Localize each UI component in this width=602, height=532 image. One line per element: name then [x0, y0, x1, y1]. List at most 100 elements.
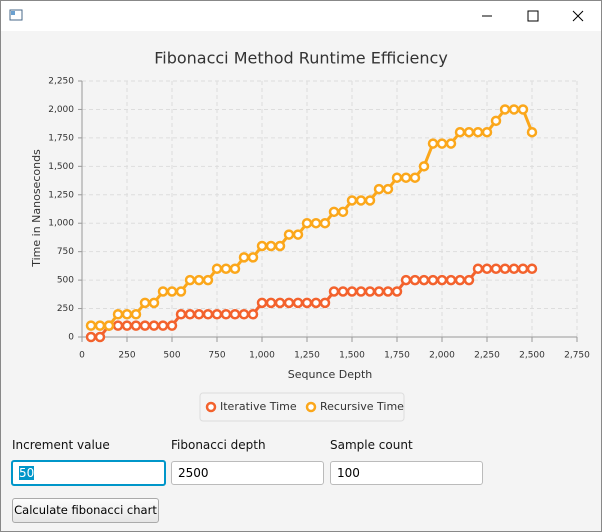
data-point [418, 161, 430, 172]
data-point [445, 274, 457, 286]
data-point [292, 297, 304, 309]
data-point [409, 274, 421, 286]
data-point [337, 206, 349, 218]
x-tick-label: 2,500 [519, 351, 545, 361]
x-tick-label: 250 [118, 351, 135, 361]
y-tick-label: 1,500 [48, 162, 74, 172]
data-point [157, 320, 169, 331]
data-point [409, 172, 421, 183]
data-point [508, 263, 520, 274]
data-point [382, 183, 394, 195]
data-point [436, 274, 448, 286]
data-point [310, 217, 322, 229]
data-point [292, 229, 304, 240]
data-point [526, 263, 538, 274]
data-point [499, 104, 511, 115]
data-point [274, 240, 286, 252]
data-point [490, 263, 502, 274]
legend-marker [205, 401, 217, 413]
data-point [427, 274, 439, 286]
y-tick-label: 1,750 [48, 133, 74, 143]
text-field[interactable]: 100 [330, 461, 483, 485]
data-point [103, 320, 115, 331]
data-point [148, 297, 160, 309]
data-point [166, 286, 178, 297]
data-point [526, 126, 538, 138]
series-line [91, 107, 534, 328]
data-point [481, 126, 493, 138]
data-point [238, 252, 250, 263]
data-point [445, 138, 457, 149]
legend-label: Recursive Time [320, 400, 404, 413]
close-button[interactable] [572, 10, 584, 22]
calculate-button[interactable]: Calculate fibonacci chart [12, 498, 159, 523]
data-point [265, 297, 277, 309]
data-point [193, 274, 205, 286]
x-tick-label: 750 [208, 351, 225, 361]
data-point [346, 195, 358, 206]
data-point [211, 263, 223, 274]
data-point [238, 308, 250, 320]
data-point [139, 297, 151, 309]
data-point [283, 297, 295, 309]
data-point [94, 320, 106, 331]
data-point [364, 286, 376, 297]
data-point [112, 320, 124, 331]
data-point [148, 320, 160, 331]
data-point [157, 286, 169, 297]
x-tick-label: 500 [163, 351, 180, 361]
data-point [517, 263, 529, 274]
legend-marker [305, 401, 317, 413]
legend-label: Iterative Time [220, 400, 297, 413]
data-point [283, 229, 295, 240]
data-point [454, 126, 466, 138]
text-field[interactable]: 50 [11, 460, 166, 486]
y-tick-label: 2,000 [48, 105, 74, 115]
data-point [247, 252, 259, 263]
data-point [229, 308, 241, 320]
data-point [436, 138, 448, 149]
legend-box [199, 392, 405, 422]
data-point [364, 195, 376, 206]
data-point [256, 240, 268, 252]
data-point [499, 263, 511, 274]
data-point [400, 172, 412, 183]
title-bar [1, 1, 601, 31]
y-tick-label: 750 [57, 247, 74, 257]
y-tick-label: 1,000 [48, 219, 74, 229]
data-point [247, 308, 259, 320]
data-point [211, 308, 223, 320]
maximize-button[interactable] [527, 10, 539, 22]
data-point [121, 308, 133, 320]
data-point [139, 320, 151, 331]
window-controls [9, 9, 584, 22]
field-value: 100 [337, 466, 360, 480]
data-point [85, 320, 97, 331]
text-field[interactable]: 2500 [171, 461, 324, 485]
x-tick-label: 2,250 [474, 351, 500, 361]
data-point [301, 297, 313, 309]
y-tick-label: 250 [57, 304, 74, 314]
data-point [121, 320, 133, 331]
data-point [373, 183, 385, 195]
data-point [463, 274, 475, 286]
field-label: Increment value [12, 438, 110, 452]
data-point [193, 308, 205, 320]
app-icon-dot [11, 11, 15, 15]
data-point [220, 308, 232, 320]
x-tick-label: 1,750 [384, 351, 410, 361]
field-label: Sample count [330, 438, 413, 452]
data-point [508, 104, 520, 115]
data-point [274, 297, 286, 309]
data-point [130, 308, 142, 320]
data-point [481, 263, 493, 274]
data-point [220, 263, 232, 274]
data-point [319, 217, 331, 229]
data-point [184, 308, 196, 320]
data-point [391, 286, 403, 297]
x-tick-label: 1,000 [249, 351, 275, 361]
data-point [454, 274, 466, 286]
y-tick-label: 1,250 [48, 190, 74, 200]
data-point [391, 172, 403, 183]
